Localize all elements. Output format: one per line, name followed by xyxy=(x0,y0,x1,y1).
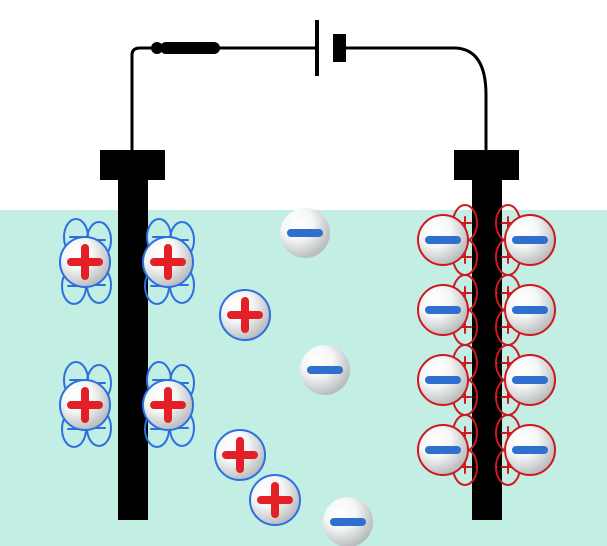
battery-plate-long xyxy=(315,20,319,76)
electrode-right-cap xyxy=(454,150,519,180)
solution-ion-plus xyxy=(220,290,270,340)
solution-ion-minus xyxy=(323,497,373,546)
electrode-left-cap xyxy=(100,150,165,180)
solution-ion-minus xyxy=(280,208,330,258)
resistor-knob xyxy=(151,42,163,54)
resistor xyxy=(160,42,220,54)
solution-ion-plus xyxy=(250,475,300,525)
solution-ion-minus xyxy=(300,345,350,395)
battery-plate-short xyxy=(333,34,346,62)
electrode-left-shaft xyxy=(118,180,148,520)
electrochemical-cell-diagram xyxy=(0,0,607,546)
solution-ion-plus xyxy=(215,430,265,480)
